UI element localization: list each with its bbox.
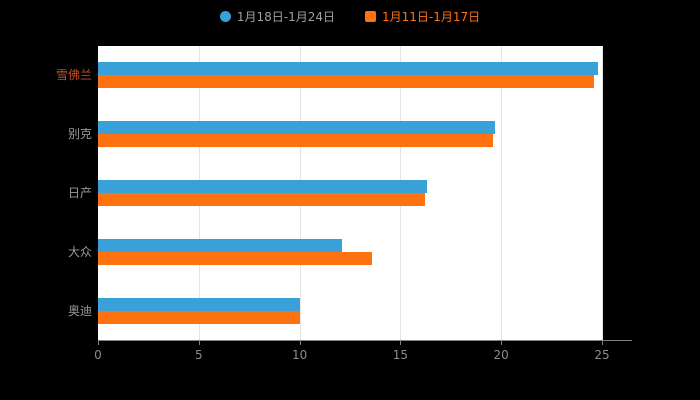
category-label: 日产: [67, 186, 92, 200]
x-tick-label: 20: [493, 348, 509, 362]
gridline: [501, 46, 503, 340]
x-tick-mark: [501, 341, 503, 345]
bar-series-2[interactable]: [98, 310, 300, 324]
x-tick-label: 5: [194, 348, 203, 362]
bar-series-1[interactable]: [98, 62, 598, 76]
bar-series-1[interactable]: [98, 297, 300, 311]
gridline: [602, 46, 603, 340]
legend-label: 1月11日-1月17日: [382, 10, 481, 24]
x-tick-mark: [400, 341, 402, 345]
x-tick-mark: [198, 341, 200, 345]
category-label: 奥迪: [67, 303, 92, 318]
bar-series-2[interactable]: [98, 193, 425, 206]
bar-series-1[interactable]: [98, 121, 496, 135]
legend-label: 1月18日-1月24日: [236, 10, 335, 24]
x-tick-mark: [602, 341, 603, 345]
plot-area: [98, 46, 603, 340]
bar-series-2[interactable]: [98, 251, 373, 265]
bar-series-1[interactable]: [98, 238, 342, 252]
legend-item[interactable]: 1月11日-1月17日: [365, 8, 480, 25]
bar-series-2[interactable]: [98, 75, 594, 89]
category-label: 大众: [67, 244, 92, 259]
legend-square-icon: [365, 11, 376, 22]
category-label: 别克: [67, 127, 92, 142]
x-tick-label: 10: [291, 348, 308, 362]
legend-item[interactable]: 1月18日-1月24日: [219, 8, 335, 25]
x-tick-label: 0: [94, 348, 102, 362]
bar-series-2[interactable]: [98, 134, 494, 148]
x-tick-mark: [299, 341, 301, 345]
x-tick-label: 25: [594, 348, 610, 362]
category-label: 雪佛兰: [55, 68, 92, 83]
legend-circle-icon: [219, 11, 231, 22]
x-tick-mark: [98, 341, 99, 345]
bar-series-1[interactable]: [98, 180, 427, 193]
x-axis-line: [98, 340, 632, 341]
x-tick-label: 15: [392, 348, 409, 362]
chart-legend: 1月18日-1月24日 1月11日-1月17日: [0, 8, 700, 25]
